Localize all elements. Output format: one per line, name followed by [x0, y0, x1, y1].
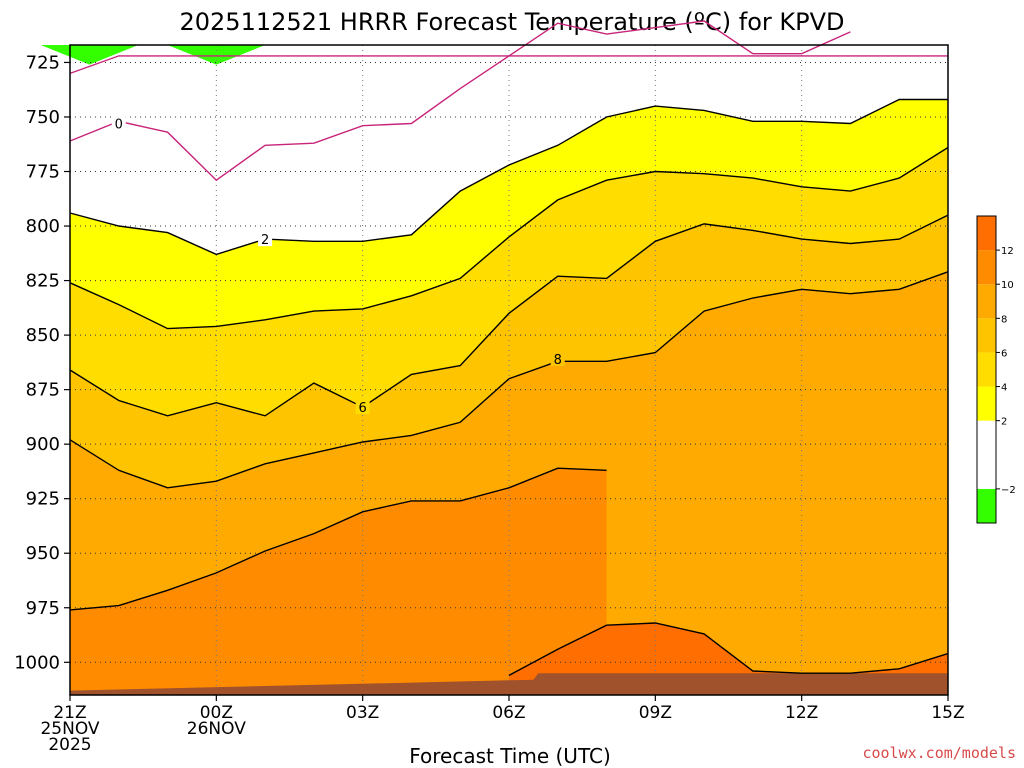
chart-title: 2025112521 HRRR Forecast Temperature (ºC… — [179, 8, 844, 36]
isotherm-label: 8 — [554, 353, 562, 368]
isotherm-label-bg — [111, 115, 126, 131]
isotherm-label: 0 — [115, 118, 123, 133]
y-tick-label: 1000 — [14, 652, 60, 673]
x-tick-label: 06Z — [492, 703, 525, 723]
band-below-minus2-left — [40, 45, 139, 65]
colorbar-tick-label: 12 — [1001, 246, 1014, 257]
colorbar-tick-label: −2 — [1001, 485, 1016, 496]
isotherm-label-bg — [258, 231, 273, 247]
x-axis-label: Forecast Time (UTC) — [409, 744, 611, 768]
y-tick-label: 775 — [26, 162, 60, 183]
isotherm-line — [69, 20, 851, 182]
colorbar-bin — [977, 352, 996, 387]
x-tick-label: 15Z — [931, 703, 964, 723]
y-tick-label: 975 — [26, 598, 60, 619]
colorbar-bin — [977, 284, 996, 319]
temperature-fill-bands — [40, 45, 948, 695]
colorbar-frame — [976, 215, 997, 524]
y-tick-label: 800 — [26, 216, 60, 237]
colorbar-tick-label: 4 — [1001, 383, 1007, 394]
x-tick-label: 21Z — [53, 703, 86, 723]
colorbar-bin — [977, 318, 996, 353]
isotherm-line — [69, 146, 949, 330]
x-tick-label: 00Z — [200, 703, 233, 723]
colorbar-bin — [977, 386, 996, 421]
x-tick-label: 2025 — [48, 735, 91, 755]
isotherm-label: 6 — [359, 401, 367, 416]
band-below-minus2-center — [167, 45, 266, 65]
x-tick-label: 26NOV — [187, 719, 246, 739]
colorbar-bin — [977, 250, 996, 285]
isotherm-label: 2 — [261, 233, 269, 248]
isotherm-lines: 0 2 6 8 — [69, 20, 949, 677]
colorbar-tick-label: 2 — [1001, 417, 1007, 428]
isotherm-line — [69, 271, 949, 489]
y-tick-label: 925 — [26, 489, 60, 510]
credit-text: coolwx.com/models — [862, 744, 1016, 762]
isotherm-line — [69, 98, 948, 256]
isotherm-line — [508, 622, 949, 677]
isotherm-label-bg — [550, 351, 565, 367]
band-10-to-12 — [70, 468, 607, 695]
colorbar-tick-label: 6 — [1001, 348, 1007, 359]
y-tick-label: 725 — [26, 52, 60, 73]
y-tick-label: 950 — [26, 543, 60, 564]
isotherm-line — [69, 214, 949, 417]
colorbar-tick-label: 8 — [1001, 314, 1007, 325]
x-tick-label: 03Z — [346, 703, 379, 723]
y-tick-label: 850 — [26, 325, 60, 346]
x-tick-label: 09Z — [639, 703, 672, 723]
y-tick-label: 900 — [26, 434, 60, 455]
colorbar-legend: −2 2 4 6 8 10 12 — [976, 215, 1016, 524]
y-tick-label: 875 — [26, 380, 60, 401]
y-tick-label: 825 — [26, 271, 60, 292]
isotherm-line — [69, 467, 607, 611]
colorbar-bin — [977, 488, 996, 523]
terrain-area — [70, 673, 948, 695]
isotherm-line — [69, 55, 948, 75]
x-tick-label: 12Z — [785, 703, 818, 723]
y-axis-ticks: 725 750 775 800 825 850 875 900 925 950 975 1000 — [14, 52, 70, 673]
y-tick-label: 750 — [26, 107, 60, 128]
colorbar-tick-label: 10 — [1001, 280, 1014, 291]
x-tick-label: 25NOV — [40, 719, 99, 739]
colorbar-bin — [977, 216, 996, 251]
terrain-fill — [70, 673, 948, 695]
colorbar-bin — [977, 420, 996, 489]
isotherm-label-bg — [355, 399, 370, 415]
